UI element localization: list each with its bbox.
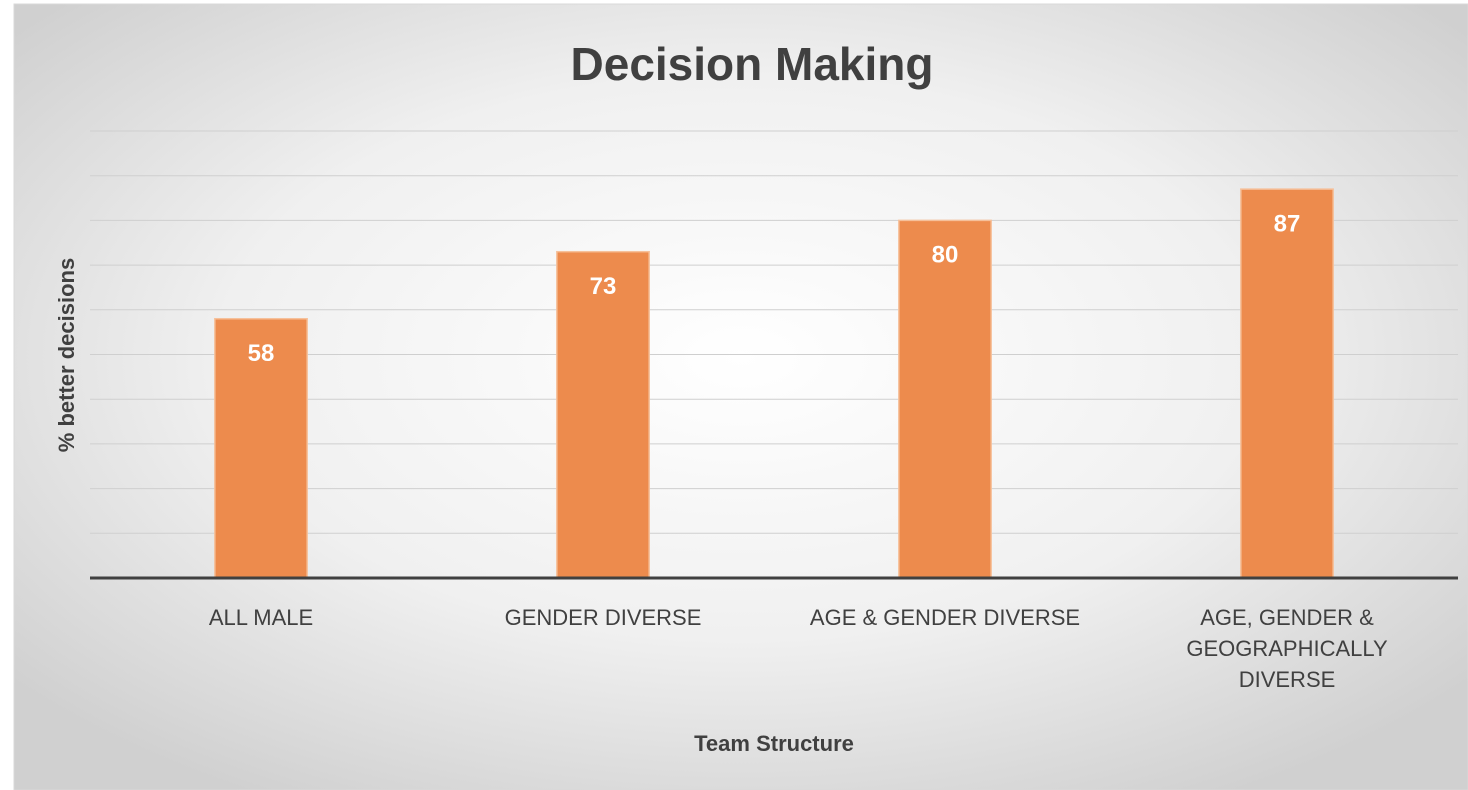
y-axis-title: % better decisions: [54, 258, 79, 452]
x-tick-label: AGE & GENDER DIVERSE: [809, 605, 1081, 630]
data-label: 58: [248, 340, 275, 367]
x-tick-label-box: AGE, GENDER & GEOGRAPHICALLY DIVERSE: [1186, 605, 1388, 692]
x-axis-title: Team Structure: [694, 731, 854, 756]
x-tick-label-box: ALL MALE: [208, 605, 314, 630]
chart-title: Decision Making: [571, 38, 934, 90]
x-tick-label-box: AGE & GENDER DIVERSE: [809, 605, 1081, 630]
data-label: 80: [932, 242, 959, 269]
data-label: 87: [1274, 210, 1301, 237]
bar: [898, 219, 992, 579]
x-tick-label: ALL MALE: [208, 605, 314, 630]
x-tick-label: GENDER DIVERSE: [504, 605, 702, 630]
bar: [1240, 188, 1334, 579]
x-tick-label: AGE, GENDER & GEOGRAPHICALLY DIVERSE: [1186, 605, 1388, 692]
bar: [556, 250, 650, 579]
x-tick-label-box: GENDER DIVERSE: [504, 605, 702, 630]
bar: [214, 317, 308, 579]
data-label: 73: [590, 273, 617, 300]
